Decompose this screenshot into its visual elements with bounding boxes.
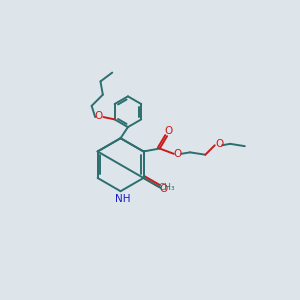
Text: NH: NH xyxy=(115,194,131,205)
Text: O: O xyxy=(164,126,173,136)
Text: O: O xyxy=(174,149,182,159)
Text: CH₃: CH₃ xyxy=(158,183,175,192)
Text: O: O xyxy=(215,139,223,148)
Text: O: O xyxy=(94,111,103,121)
Text: O: O xyxy=(159,184,167,194)
